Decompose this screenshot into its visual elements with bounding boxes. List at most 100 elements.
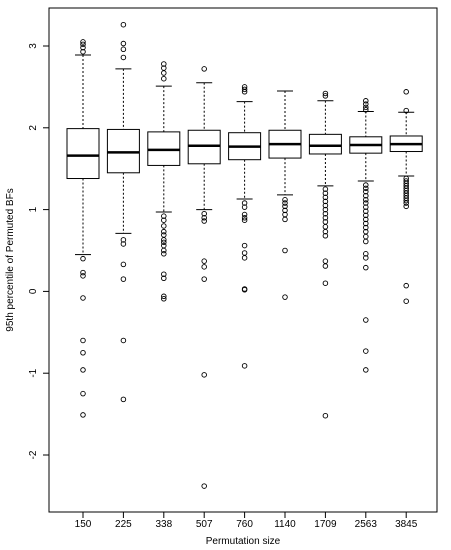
outlier-point (80, 390, 86, 397)
outlier-point (363, 317, 369, 323)
outlier-point (363, 208, 369, 214)
outlier-point (120, 21, 127, 28)
outlier-point (80, 255, 86, 262)
outlier-point (241, 255, 248, 261)
outlier-point (161, 251, 167, 257)
x-tick-label: 150 (75, 519, 92, 530)
outlier-point (161, 232, 167, 238)
outlier-point (241, 89, 248, 95)
outlier-point (241, 363, 248, 369)
outlier-point (80, 273, 86, 279)
outlier-point (363, 233, 369, 240)
box-225 (106, 21, 140, 403)
outlier-point (322, 224, 329, 230)
outlier-point (80, 367, 86, 373)
outlier-point (282, 207, 288, 214)
outlier-point (322, 198, 329, 205)
outlier-point (403, 89, 409, 95)
outlier-point (201, 372, 207, 378)
box-3845 (389, 89, 423, 304)
x-tick-label: 1709 (314, 519, 337, 530)
outlier-point (241, 204, 248, 210)
outlier-point (282, 203, 288, 210)
outlier-point (363, 188, 369, 195)
outlier-point (161, 247, 167, 254)
outlier-point (403, 282, 409, 289)
outlier-point (120, 46, 127, 53)
outlier-point (363, 348, 369, 354)
outlier-point (322, 412, 329, 419)
outlier-point (161, 223, 167, 229)
x-tick-label: 338 (155, 519, 172, 530)
x-tick-label: 1140 (274, 519, 296, 530)
outlier-point (363, 182, 369, 188)
box-150 (66, 39, 100, 418)
box-760 (228, 84, 262, 369)
outlier-point (161, 61, 167, 67)
outlier-point (161, 75, 167, 82)
outlier-point (161, 237, 167, 243)
outlier-point (120, 54, 127, 61)
outlier-point (241, 287, 248, 293)
outlier-point (363, 197, 369, 203)
outlier-point (322, 202, 329, 209)
outlier-point (80, 295, 86, 301)
outlier-point (161, 275, 167, 282)
outlier-point (201, 483, 207, 489)
outlier-point (363, 185, 369, 192)
outlier-point (80, 44, 86, 51)
outlier-point (80, 269, 86, 276)
y-axis: -2 -1 0 1 2 3 (28, 43, 49, 459)
y-tick-label: 0 (28, 288, 39, 294)
outlier-point (241, 250, 248, 256)
outlier-point (363, 212, 369, 219)
outlier-point (322, 206, 329, 213)
outlier-point (80, 48, 86, 55)
y-tick-label: 2 (28, 125, 39, 131)
x-tick-label: 760 (236, 519, 253, 530)
outlier-point (363, 216, 369, 223)
outlier-point (201, 276, 207, 282)
outlier-point (363, 200, 369, 206)
outlier-point (201, 264, 207, 270)
outlier-point (120, 241, 127, 247)
box-338 (147, 61, 181, 302)
outlier-point (120, 261, 127, 268)
outlier-point (120, 237, 127, 243)
outlier-point (161, 213, 167, 219)
outlier-point (80, 337, 86, 344)
outlier-point (322, 190, 329, 196)
outlier-point (161, 242, 167, 249)
box-series (66, 21, 423, 489)
outlier-point (161, 217, 167, 223)
outlier-point (201, 218, 207, 224)
outlier-point (80, 412, 86, 418)
plot-frame (48, 7, 438, 513)
outlier-point (322, 263, 329, 269)
outlier-point (120, 396, 127, 403)
outlier-point (322, 93, 329, 99)
outlier-point (120, 337, 127, 344)
outlier-point (363, 204, 369, 210)
outlier-point (322, 90, 329, 97)
outlier-point (363, 255, 369, 261)
outlier-point (322, 280, 329, 286)
box-2563 (349, 98, 383, 373)
outlier-point (241, 86, 248, 93)
outlier-point (241, 211, 248, 218)
outlier-point (363, 220, 369, 227)
outlier-point (201, 215, 207, 221)
outlier-point (201, 258, 207, 264)
x-axis-label: Permutation size (206, 536, 281, 547)
outlier-point (322, 233, 329, 239)
outlier-point (201, 210, 207, 217)
outlier-point (403, 203, 409, 210)
outlier-point (363, 192, 369, 199)
x-tick-label: 507 (196, 519, 213, 530)
outlier-point (80, 350, 86, 356)
outlier-point (363, 367, 369, 373)
outlier-point (282, 216, 288, 223)
outlier-point (282, 197, 288, 203)
x-axis: 150 225 338 507 760 1140 1709 2563 3845 (75, 512, 418, 530)
y-tick-label: -1 (28, 368, 39, 377)
